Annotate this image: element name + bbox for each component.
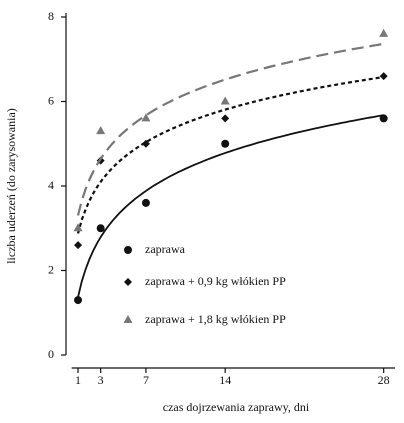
marker (141, 113, 151, 122)
legend-label: zaprawa (145, 242, 186, 256)
x-tick-label: 14 (219, 373, 231, 387)
y-tick-label: 4 (48, 178, 54, 192)
marker (221, 114, 230, 123)
trend-line (77, 114, 384, 298)
marker (74, 296, 83, 305)
y-tick-label: 6 (48, 93, 54, 107)
x-tick-label: 3 (98, 373, 104, 387)
legend-marker (124, 278, 132, 286)
legend-marker (123, 315, 133, 323)
y-tick-label: 0 (48, 347, 54, 361)
marker (96, 224, 105, 233)
x-tick-label: 7 (143, 373, 149, 387)
marker (379, 72, 388, 81)
legend-label: zaprawa + 1,8 kg włókien PP (145, 312, 286, 326)
marker (379, 114, 388, 123)
marker (141, 198, 150, 207)
x-tick-label: 1 (75, 373, 81, 387)
marker (96, 126, 106, 135)
x-tick-label: 28 (378, 373, 390, 387)
marker (73, 223, 83, 232)
marker (141, 139, 150, 148)
y-axis-label: liczba uderzeń (do zarysowania) (4, 108, 18, 264)
marker (74, 241, 83, 250)
marker (220, 96, 230, 105)
y-tick-label: 8 (48, 9, 54, 23)
marker (379, 28, 389, 37)
x-axis-label: czas dojrzewania zaprawy, dni (163, 400, 310, 414)
y-tick-label: 2 (48, 262, 54, 276)
legend-label: zaprawa + 0,9 kg włókien PP (145, 274, 286, 288)
legend-marker (124, 246, 132, 254)
marker (221, 139, 230, 148)
trend-line (76, 42, 384, 216)
